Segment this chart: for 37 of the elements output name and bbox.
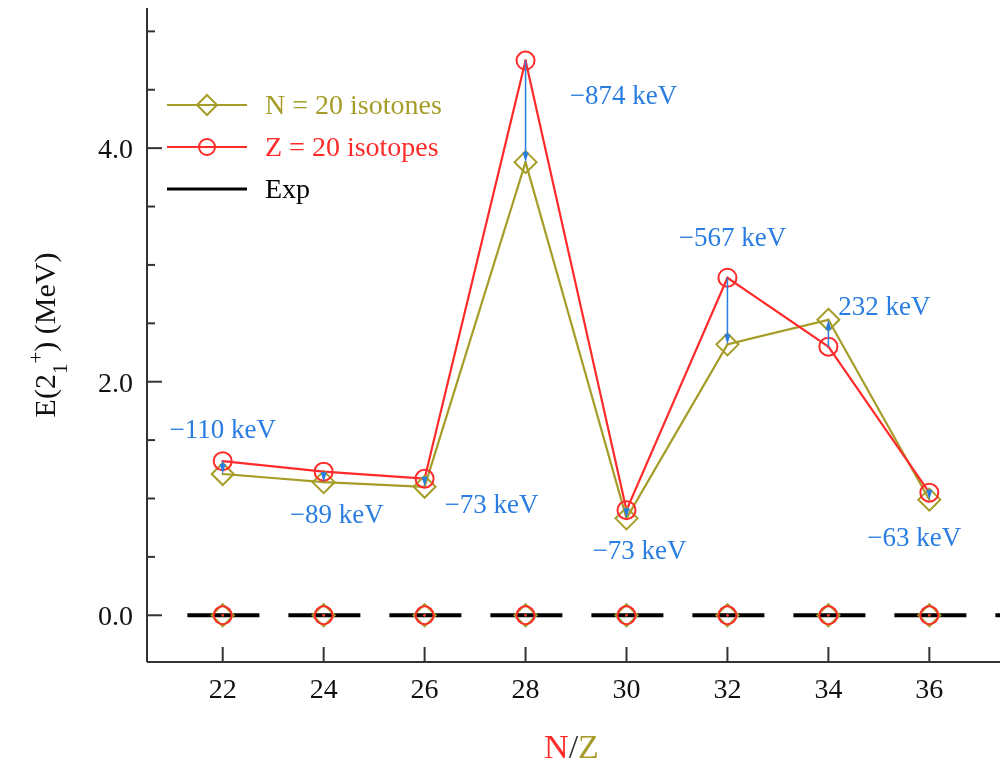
annotation: −89 keV: [289, 499, 385, 530]
point: [717, 267, 738, 288]
x-tick-label: 22: [208, 673, 237, 704]
annotation: −567 keV: [678, 222, 787, 253]
point: [212, 451, 233, 472]
x-tick-label: 34: [814, 673, 843, 704]
annotation: −63 keV: [867, 522, 962, 553]
y-tick-label: 4.0: [98, 132, 133, 164]
point: [919, 482, 940, 503]
x-tick-label: 32: [713, 673, 742, 704]
point: [210, 461, 235, 486]
legend-label: Exp: [265, 173, 311, 205]
point: [311, 470, 336, 495]
annotation: 232 keV: [838, 291, 932, 322]
annotation: −110 keV: [169, 413, 277, 444]
point: [715, 332, 740, 357]
point: [614, 506, 639, 531]
x-tick-label: 36: [915, 673, 944, 704]
point: [616, 500, 637, 521]
annotation: −874 keV: [569, 80, 678, 110]
point: [513, 150, 538, 175]
y-tick-label: 2.0: [98, 366, 133, 398]
point: [412, 474, 437, 499]
x-tick-label: 24: [309, 673, 338, 704]
x-axis-title: N/Z: [544, 728, 599, 765]
x-tick-label: 26: [410, 673, 439, 704]
point: [818, 336, 839, 357]
point: [816, 307, 841, 332]
x-tick-label: 28: [511, 673, 540, 704]
annotation: −73 keV: [592, 534, 687, 565]
y-tick-label: 0.0: [98, 600, 133, 632]
legend-label: N = 20 isotones: [265, 89, 442, 121]
legend-label: Z = 20 isotopes: [265, 131, 439, 163]
point: [917, 487, 942, 512]
annotation: −73 keV: [444, 489, 540, 520]
point: [515, 50, 536, 71]
x-tick-label: 30: [612, 673, 641, 704]
